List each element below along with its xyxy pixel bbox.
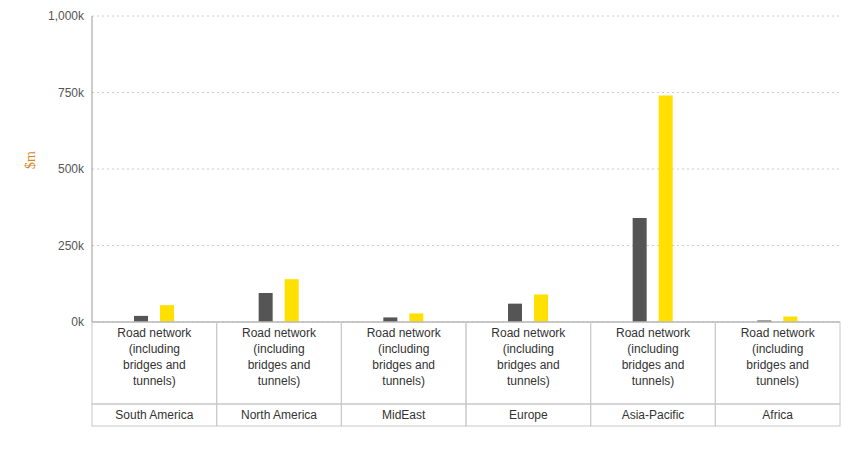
svg-text:bridges and: bridges and [622, 358, 685, 372]
svg-text:Road network: Road network [117, 326, 192, 340]
svg-text:1,000k: 1,000k [48, 9, 85, 23]
svg-text:(including: (including [752, 342, 803, 356]
svg-text:Asia-Pacific: Asia-Pacific [622, 408, 685, 422]
svg-text:bridges and: bridges and [746, 358, 809, 372]
svg-text:Road network: Road network [741, 326, 816, 340]
svg-text:(including: (including [503, 342, 554, 356]
svg-text:Europe: Europe [509, 408, 548, 422]
svg-text:bridges and: bridges and [372, 358, 435, 372]
svg-text:bridges and: bridges and [123, 358, 186, 372]
svg-text:North America: North America [241, 408, 317, 422]
svg-text:(including: (including [129, 342, 180, 356]
svg-text:MidEast: MidEast [382, 408, 426, 422]
svg-text:tunnels): tunnels) [756, 374, 799, 388]
svg-text:Africa: Africa [762, 408, 793, 422]
svg-text:Road network: Road network [367, 326, 442, 340]
svg-text:tunnels): tunnels) [258, 374, 301, 388]
svg-text:500k: 500k [58, 162, 85, 176]
svg-text:tunnels): tunnels) [133, 374, 176, 388]
svg-text:750k: 750k [58, 86, 85, 100]
svg-text:$m: $m [23, 151, 38, 169]
svg-text:tunnels): tunnels) [507, 374, 550, 388]
svg-text:(including: (including [378, 342, 429, 356]
svg-text:0k: 0k [71, 315, 85, 329]
svg-text:(including: (including [627, 342, 678, 356]
svg-text:tunnels): tunnels) [382, 374, 425, 388]
svg-text:250k: 250k [58, 239, 85, 253]
svg-text:tunnels): tunnels) [632, 374, 675, 388]
svg-text:bridges and: bridges and [497, 358, 560, 372]
svg-text:South America: South America [115, 408, 193, 422]
svg-text:Road network: Road network [491, 326, 566, 340]
svg-text:Road network: Road network [242, 326, 317, 340]
svg-text:Road network: Road network [616, 326, 691, 340]
svg-text:(including: (including [253, 342, 304, 356]
svg-text:bridges and: bridges and [248, 358, 311, 372]
